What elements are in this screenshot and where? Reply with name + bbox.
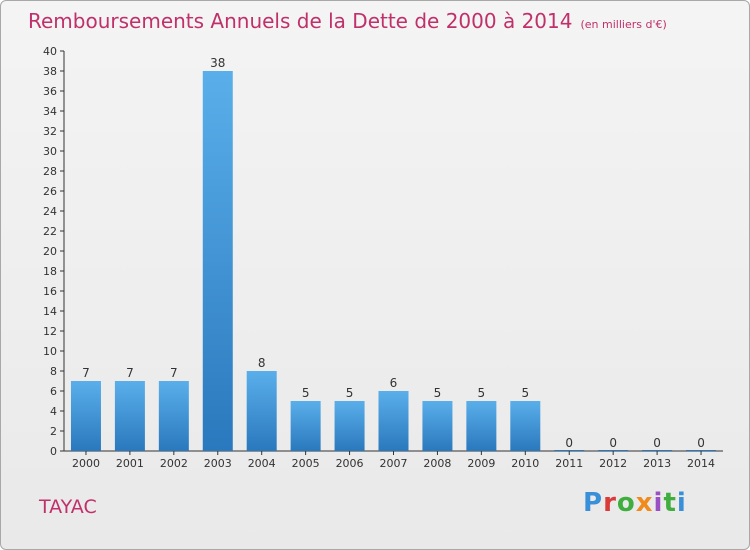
bar-2007 — [378, 391, 409, 451]
value-label-2004: 8 — [258, 356, 266, 370]
x-tick-label-2000: 2000 — [72, 457, 100, 470]
x-tick-label-2007: 2007 — [380, 457, 408, 470]
proxiti-logo: Proxiti — [583, 488, 687, 518]
x-tick-label-2005: 2005 — [292, 457, 320, 470]
chart-bars — [70, 71, 717, 451]
chart-unit: (en milliers d'€) — [580, 18, 667, 31]
y-tick-label: 20 — [43, 245, 57, 258]
bar-2005 — [290, 401, 321, 451]
chart-labels: 7 2000 7 2001 7 2002 38 2003 8 2004 5 2005 5 2006 6 200… — [72, 56, 715, 470]
y-tick-label: 14 — [43, 305, 57, 318]
value-label-2006: 5 — [346, 386, 354, 400]
bar-2014 — [686, 450, 717, 451]
bar-2004 — [246, 371, 277, 451]
value-label-2002: 7 — [170, 366, 178, 380]
x-tick-label-2009: 2009 — [467, 457, 495, 470]
bar-2001 — [114, 381, 145, 451]
commune-name: TAYAC — [39, 496, 97, 518]
y-tick-label: 16 — [43, 285, 57, 298]
x-tick-label-2001: 2001 — [116, 457, 144, 470]
value-label-2013: 0 — [653, 436, 661, 450]
chart-title: Remboursements Annuels de la Dette de 20… — [28, 9, 667, 33]
bar-2008 — [422, 401, 453, 451]
bar-2009 — [466, 401, 497, 451]
y-tick-label: 2 — [50, 425, 57, 438]
y-tick-label: 10 — [43, 345, 57, 358]
bar-2006 — [334, 401, 365, 451]
bar-2013 — [642, 450, 673, 451]
y-tick-label: 22 — [43, 225, 57, 238]
y-tick-label: 30 — [43, 145, 57, 158]
x-tick-label-2011: 2011 — [555, 457, 583, 470]
y-tick-label: 6 — [50, 385, 57, 398]
value-label-2012: 0 — [609, 436, 617, 450]
value-label-2011: 0 — [565, 436, 573, 450]
y-tick-label: 34 — [43, 105, 57, 118]
y-tick-label: 28 — [43, 165, 57, 178]
bar-2000 — [70, 381, 101, 451]
y-tick-label: 26 — [43, 185, 57, 198]
bar-2002 — [158, 381, 189, 451]
value-label-2008: 5 — [434, 386, 442, 400]
value-label-2001: 7 — [126, 366, 134, 380]
x-tick-label-2008: 2008 — [423, 457, 451, 470]
y-tick-label: 8 — [50, 365, 57, 378]
y-tick-label: 24 — [43, 205, 57, 218]
chart-title-text: Remboursements Annuels de la Dette de 20… — [28, 9, 573, 33]
x-tick-label-2002: 2002 — [160, 457, 188, 470]
value-label-2003: 38 — [210, 56, 225, 70]
y-tick-label: 12 — [43, 325, 57, 338]
y-tick-label: 32 — [43, 125, 57, 138]
value-label-2005: 5 — [302, 386, 310, 400]
bar-2010 — [510, 401, 541, 451]
x-tick-label-2010: 2010 — [511, 457, 539, 470]
y-tick-label: 4 — [50, 405, 57, 418]
bar-2011 — [554, 450, 585, 451]
x-tick-label-2004: 2004 — [248, 457, 276, 470]
y-tick-label: 0 — [50, 445, 57, 458]
x-tick-label-2014: 2014 — [687, 457, 715, 470]
x-tick-label-2006: 2006 — [336, 457, 364, 470]
value-label-2000: 7 — [82, 366, 90, 380]
y-tick-label: 18 — [43, 265, 57, 278]
bar-2003 — [202, 71, 233, 451]
y-tick-label: 40 — [43, 45, 57, 58]
value-label-2014: 0 — [697, 436, 705, 450]
x-tick-label-2012: 2012 — [599, 457, 627, 470]
y-tick-label: 38 — [43, 65, 57, 78]
value-label-2009: 5 — [478, 386, 486, 400]
value-label-2010: 5 — [521, 386, 529, 400]
y-tick-label: 36 — [43, 85, 57, 98]
value-label-2007: 6 — [390, 376, 398, 390]
x-tick-label-2003: 2003 — [204, 457, 232, 470]
x-tick-label-2013: 2013 — [643, 457, 671, 470]
bar-2012 — [598, 450, 629, 451]
